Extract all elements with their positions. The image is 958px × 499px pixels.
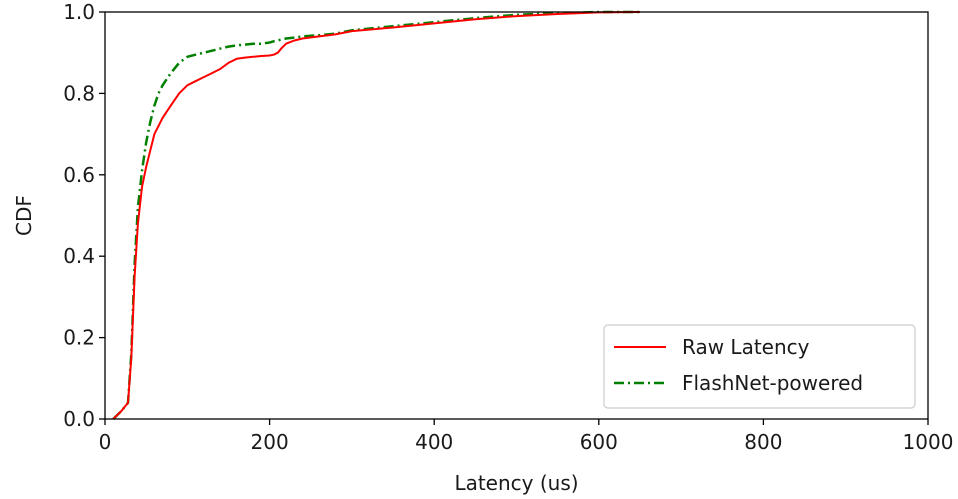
y-tick-label: 0.8 [63,81,95,105]
series-line-flashnet-powered [112,10,640,420]
x-tick-label: 600 [580,430,618,454]
y-tick-label: 0.6 [63,163,95,187]
y-tick-label: 0.0 [63,407,95,431]
legend-label-flashnet-powered: FlashNet-powered [682,371,863,395]
x-tick-label: 400 [415,430,453,454]
legend-box [603,324,916,409]
legend-label-raw-latency: Raw Latency [682,335,810,359]
x-tick-label: 800 [744,430,782,454]
y-tick-label: 0.4 [63,244,95,268]
x-axis-label: Latency (us) [454,471,578,495]
ticks-layer: 0 200 400 600 800 1000 0.0 0.2 0.4 0.6 0.8 1.0 [63,0,953,454]
series-layer [112,10,641,420]
legend: Raw Latency FlashNet-powered [603,324,916,409]
y-tick-label: 0.2 [63,326,95,350]
y-tick-label: 1.0 [63,0,95,24]
x-tick-label: 200 [251,430,289,454]
plot-frame [104,11,929,420]
series-line-raw-latency [112,11,641,420]
y-axis-label: CDF [12,195,36,236]
x-tick-label: 1000 [903,430,954,454]
x-tick-label: 0 [99,430,112,454]
